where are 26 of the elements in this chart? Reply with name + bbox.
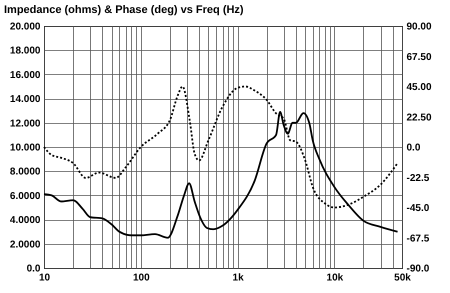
y-tick-label: 16.000 (10, 70, 41, 81)
y-tick-label: 0.0 (26, 264, 41, 274)
x-tick-label: 10k (326, 272, 344, 284)
y-tick-label: 10.000 (10, 142, 41, 154)
y-tick-label: 2.0000 (10, 239, 41, 250)
y-tick-label: 4.0000 (10, 215, 41, 226)
y2-tick-label: 67.50 (406, 52, 432, 63)
x-tick-label: 100 (132, 272, 150, 284)
y-tick-label: 6.0000 (10, 190, 41, 202)
y2-tick-label: 22.50 (406, 112, 432, 124)
y-tick-label: 18.000 (10, 46, 41, 57)
x-tick-label: 10 (38, 272, 50, 284)
y2-tick-label: -90.0 (406, 264, 430, 274)
x-tick-label: 50k (394, 272, 412, 284)
y2-tick-label: 90.00 (406, 22, 432, 32)
y-tick-label: 20.000 (10, 22, 41, 32)
y2-tick-label: -22.5 (406, 172, 430, 184)
y-tick-label: 14.000 (10, 94, 41, 106)
y-tick-label: 12.000 (10, 118, 41, 130)
x-tick-label: 1k (232, 272, 244, 284)
y2-tick-label: -45.0 (406, 203, 430, 214)
y-tick-label: 8.0000 (10, 166, 41, 178)
chart-title: Impedance (ohms) & Phase (deg) vs Freq (Hz) (4, 4, 244, 16)
y2-tick-label: 0.0 (406, 142, 421, 154)
y2-tick-label: -67.5 (406, 233, 430, 244)
y2-tick-label: 45.00 (406, 82, 432, 93)
